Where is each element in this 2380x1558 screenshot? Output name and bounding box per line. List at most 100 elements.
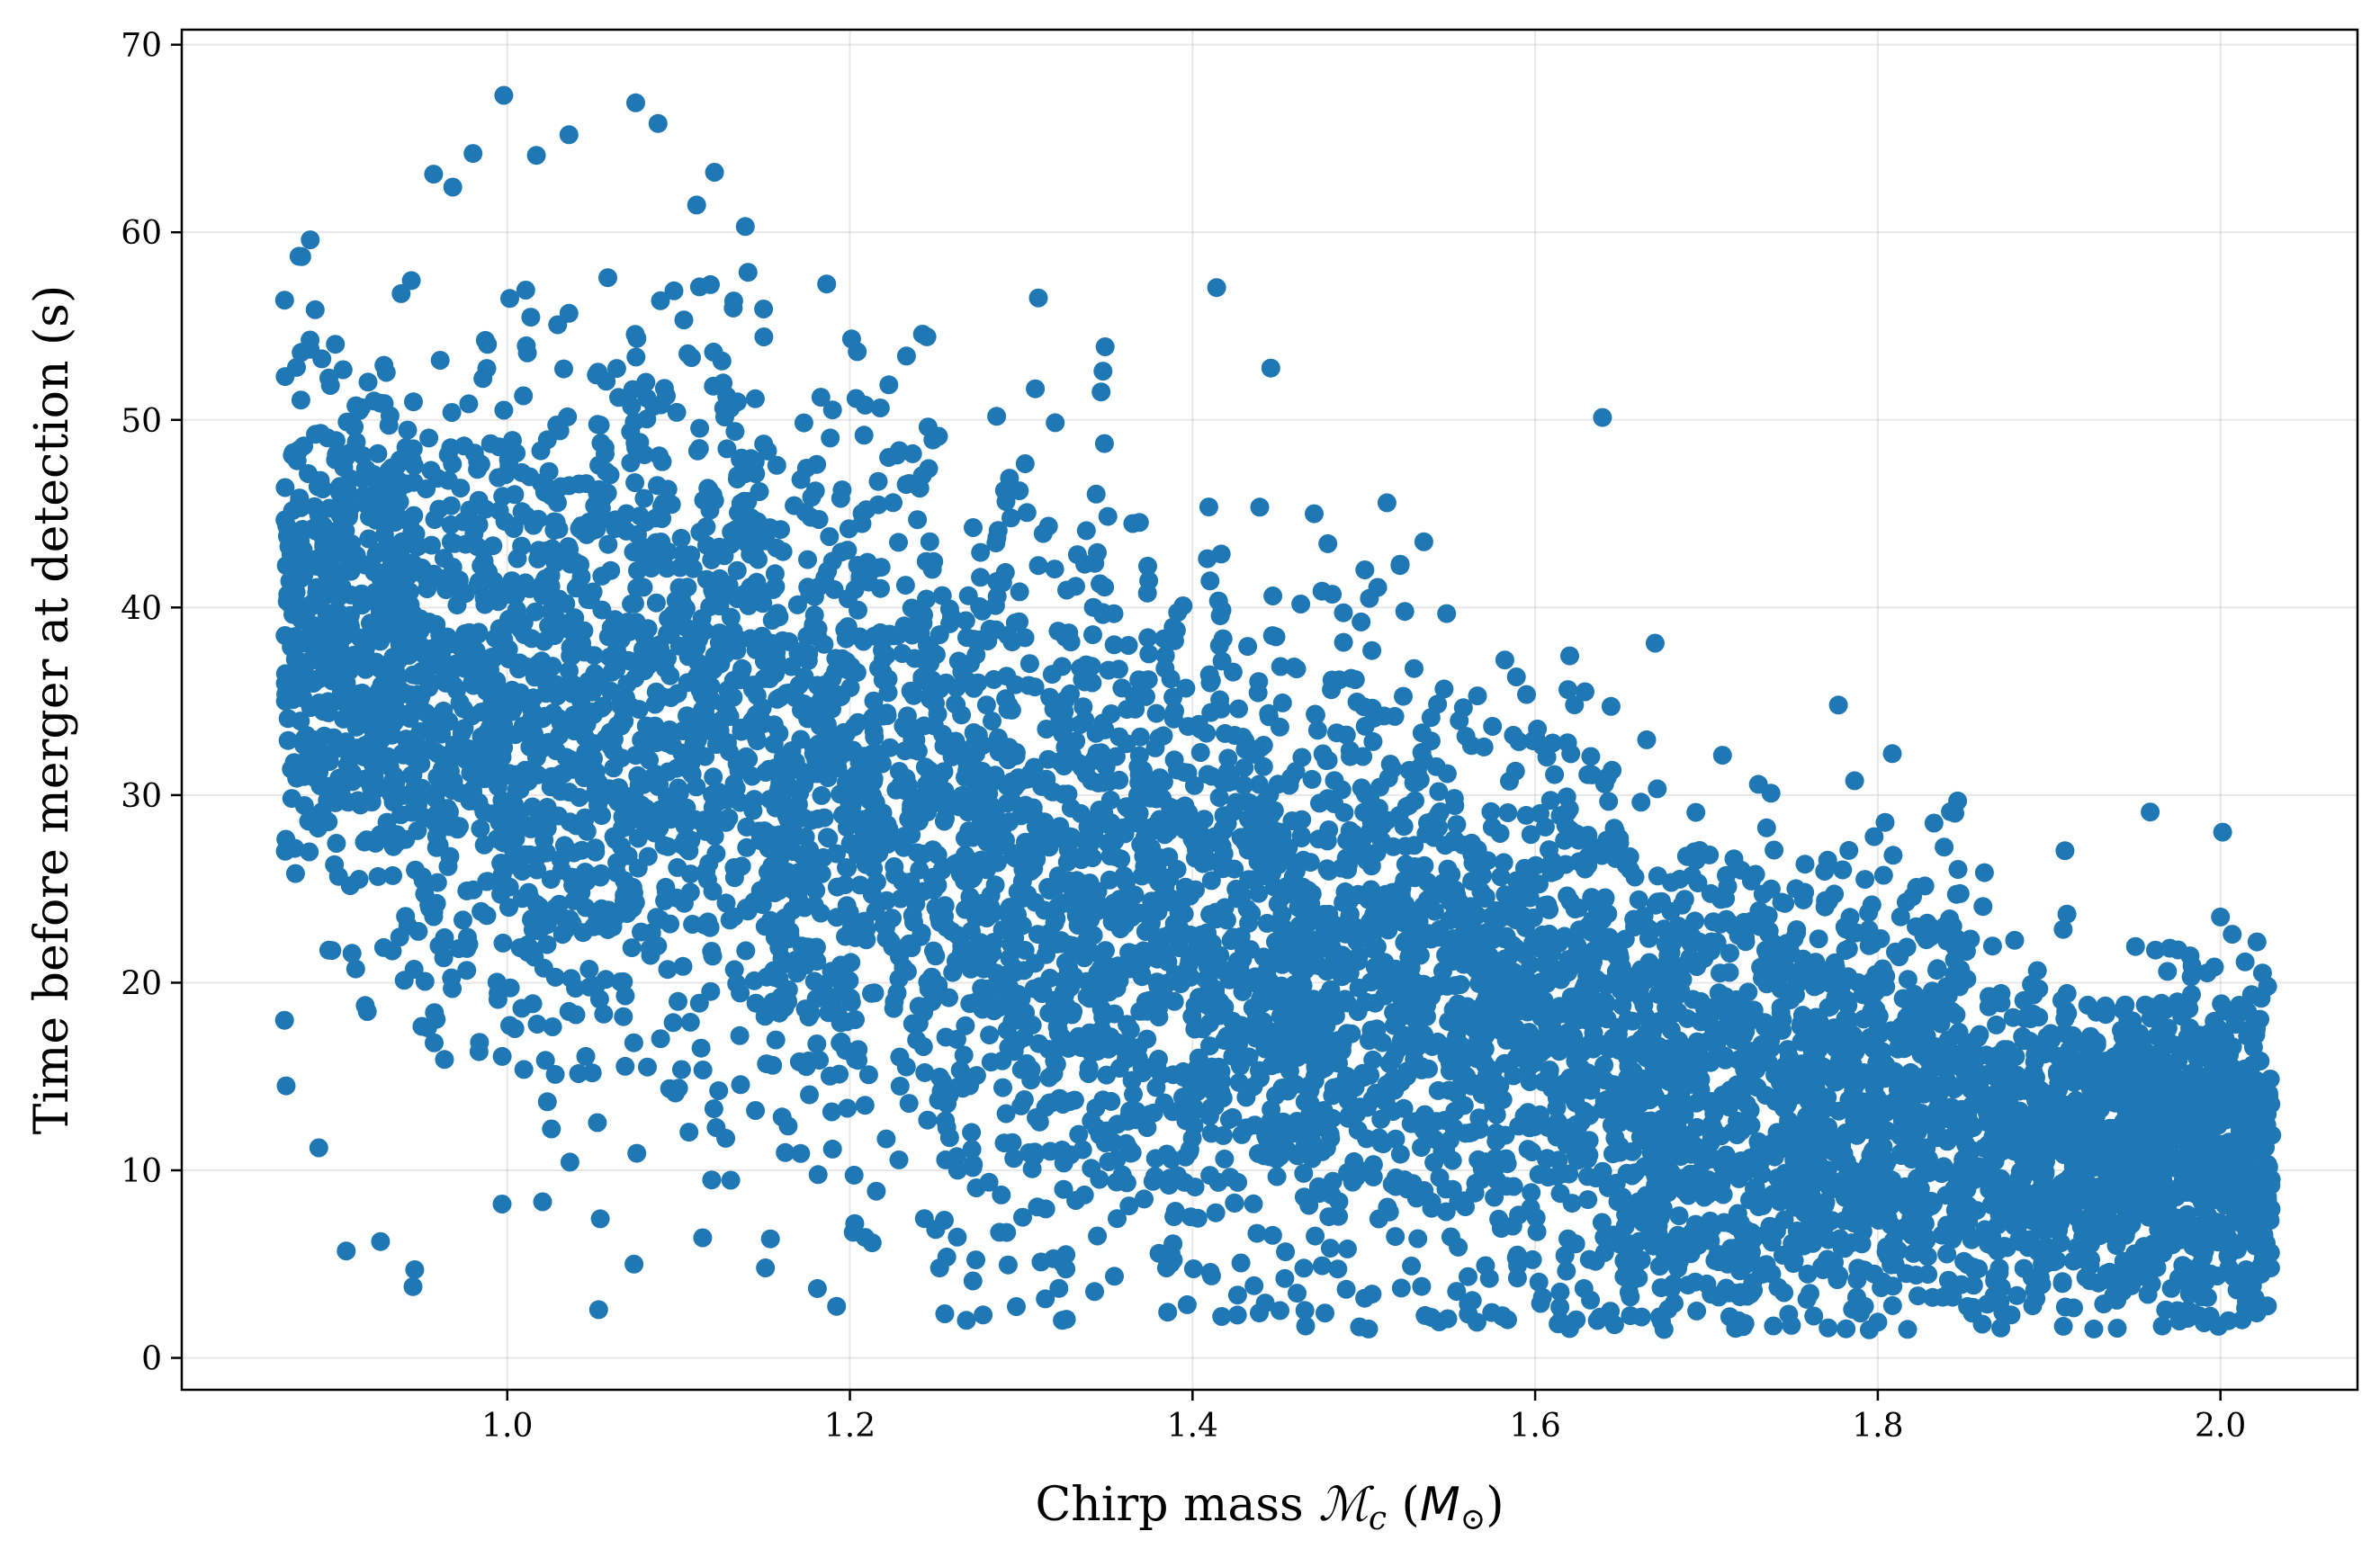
scatter-point: [878, 669, 898, 689]
scatter-point: [299, 652, 319, 672]
scatter-point: [576, 1046, 596, 1066]
scatter-point: [299, 464, 318, 483]
scatter-point: [915, 1062, 935, 1082]
scatter-point: [847, 784, 867, 804]
scatter-point: [1045, 560, 1064, 579]
scatter-point: [1104, 635, 1124, 655]
scatter-point: [1521, 1198, 1540, 1218]
scatter-point: [1010, 481, 1029, 501]
scatter-point: [1310, 1184, 1329, 1204]
scatter-point: [1137, 860, 1157, 880]
scatter-point: [876, 1129, 896, 1149]
scatter-point: [1017, 503, 1037, 523]
scatter-point: [1158, 973, 1177, 993]
scatter-point: [512, 502, 532, 522]
scatter-point: [551, 477, 570, 497]
scatter-point: [928, 875, 948, 895]
scatter-point: [980, 1025, 1000, 1045]
scatter-point: [1427, 975, 1446, 995]
scatter-point: [1109, 770, 1129, 790]
scatter-point: [1162, 1150, 1181, 1169]
scatter-point: [1258, 1131, 1278, 1150]
scatter-point: [1517, 685, 1536, 704]
scatter-point: [1128, 903, 1148, 923]
scatter-point: [1312, 1256, 1332, 1276]
scatter-point: [884, 493, 903, 513]
scatter-point: [445, 815, 464, 835]
scatter-point: [1491, 867, 1511, 887]
scatter-point: [1294, 1187, 1314, 1207]
scatter-point: [1093, 362, 1113, 381]
scatter-point: [353, 470, 373, 488]
scatter-point: [358, 634, 378, 654]
scatter-point: [544, 521, 564, 540]
scatter-point: [727, 560, 747, 580]
scatter-point: [292, 670, 311, 690]
scatter-point: [1558, 963, 1578, 982]
scatter-point: [1036, 1289, 1055, 1309]
scatter-point: [384, 766, 404, 785]
scatter-point: [630, 506, 650, 526]
scatter-point: [1223, 1107, 1243, 1127]
scatter-point: [663, 1013, 683, 1033]
scatter-point: [958, 802, 978, 822]
scatter-point: [1015, 454, 1035, 473]
scatter-point: [1483, 717, 1503, 736]
scatter-point: [1269, 855, 1289, 874]
scatter-point: [575, 863, 595, 882]
scatter-point: [528, 509, 548, 529]
scatter-point: [1486, 1132, 1506, 1151]
scatter-point: [818, 561, 838, 581]
scatter-point: [566, 979, 586, 998]
scatter-point: [650, 635, 669, 655]
scatter-point: [1500, 771, 1519, 791]
scatter-point: [984, 669, 1003, 689]
scatter-point: [1112, 1165, 1132, 1185]
scatter-point: [1006, 746, 1026, 766]
scatter-point: [1083, 597, 1103, 617]
scatter-point: [377, 578, 397, 597]
scatter-point: [1207, 278, 1226, 298]
scatter-point: [1018, 884, 1037, 904]
scatter-point: [1238, 637, 1258, 657]
scatter-point: [1183, 1259, 1203, 1278]
scatter-point: [373, 937, 393, 957]
scatter-point: [702, 1170, 722, 1190]
scatter-point: [582, 1063, 602, 1083]
scatter-point: [627, 328, 647, 348]
scatter-point: [421, 461, 441, 480]
scatter-point: [731, 450, 750, 470]
scatter-point: [893, 644, 912, 663]
scatter-point: [358, 372, 378, 392]
scatter-point: [963, 1158, 983, 1177]
scatter-point: [1187, 930, 1207, 950]
scatter-point: [1401, 1114, 1421, 1133]
scatter-point: [1164, 991, 1184, 1011]
scatter-point: [1149, 1243, 1169, 1263]
scatter-point: [721, 607, 741, 627]
scatter-point: [1422, 1198, 1441, 1218]
scatter-point: [408, 537, 427, 557]
scatter-point: [1349, 1160, 1369, 1179]
scatter-point: [525, 602, 545, 622]
scatter-point: [1302, 769, 1322, 789]
scatter-point: [1213, 819, 1233, 839]
scatter-point: [622, 594, 642, 613]
scatter-point: [1325, 794, 1344, 813]
scatter-point: [1336, 725, 1356, 745]
scatter-point: [638, 619, 658, 639]
scatter-point: [380, 473, 400, 493]
scatter-point: [1028, 556, 1048, 576]
scatter-point: [612, 748, 632, 768]
scatter-point: [433, 767, 453, 787]
scatter-point: [1610, 833, 1630, 853]
scatter-point: [1233, 981, 1253, 1001]
scatter-point: [1687, 1301, 1707, 1321]
scatter-point: [1106, 847, 1126, 867]
scatter-point: [1190, 743, 1210, 762]
scatter-point: [771, 764, 790, 783]
scatter-point: [1275, 1268, 1295, 1288]
scatter-point: [776, 910, 795, 930]
scatter-point: [1291, 826, 1311, 846]
